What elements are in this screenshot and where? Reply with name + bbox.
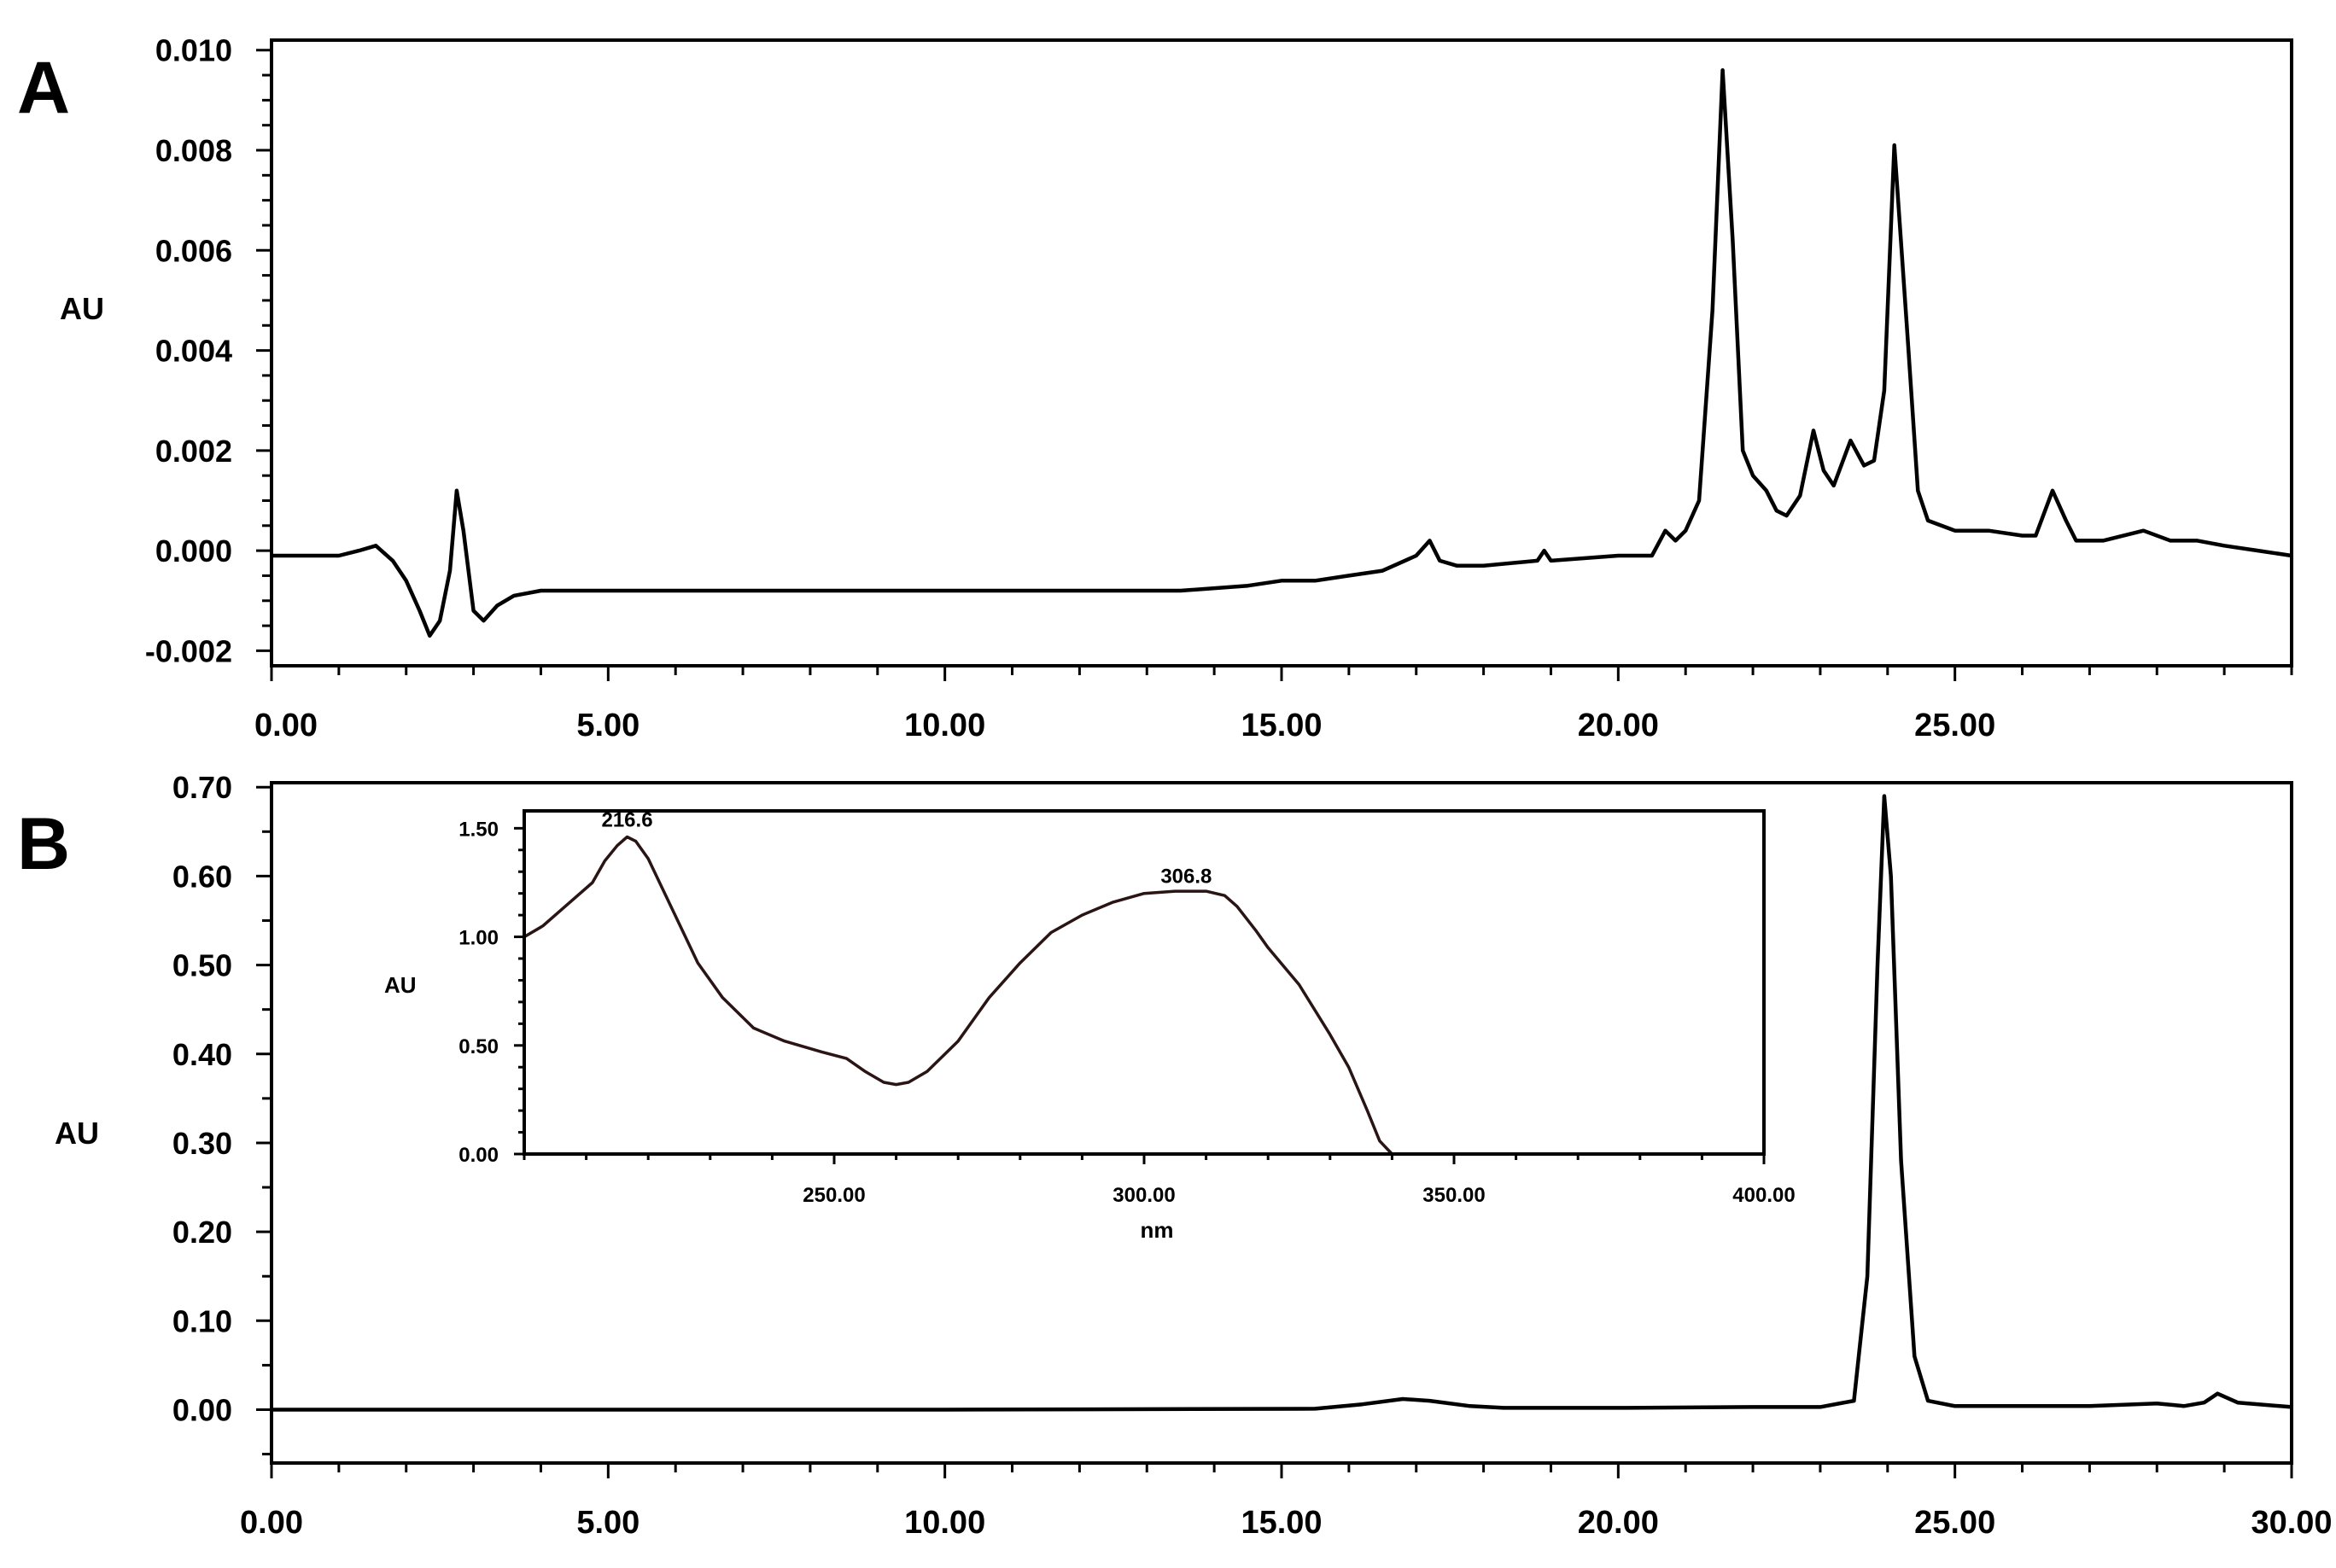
y-tick-label: 0.40 <box>172 1037 232 1072</box>
y-tick-label: 0.60 <box>172 859 232 894</box>
x-tick-label: 250.00 <box>803 1184 865 1207</box>
inset-x-tick-labels: 250.00 300.00 350.00 400.00 <box>803 1184 1795 1207</box>
uv-spectrum-inset: AU nm 0.00 0.50 1.00 1.50 250.00 300.00 350.0… <box>384 809 1796 1243</box>
y-tick-label: 1.00 <box>458 927 499 950</box>
x-tick-label: 400.00 <box>1732 1184 1795 1207</box>
panel-b-x-tick-labels: 0.00 5.00 10.00 15.00 20.00 25.00 30.00 <box>240 1505 2333 1541</box>
y-tick-label: 0.002 <box>155 434 232 469</box>
y-tick-label: 0.50 <box>458 1035 499 1058</box>
x-tick-label: 25.00 <box>1914 1505 1995 1541</box>
y-tick-label: 0.30 <box>172 1126 232 1161</box>
y-tick-label: 0.008 <box>155 133 232 168</box>
x-tick-label: 15.00 <box>1241 1505 1322 1541</box>
panel-b-y-axis-title: AU <box>55 1116 99 1151</box>
panel-b-y-tick-labels: 0.00 0.10 0.20 0.30 0.40 0.50 0.60 0.70 <box>172 770 232 1427</box>
y-tick-label: 0.006 <box>155 233 232 268</box>
y-tick-label: 0.004 <box>155 334 232 369</box>
x-tick-label: 350.00 <box>1422 1184 1485 1207</box>
panel-a-y-tick-labels: -0.002 0.000 0.002 0.004 0.006 0.008 0.010 <box>145 33 232 669</box>
x-tick-label: 15.00 <box>1241 708 1322 743</box>
y-tick-label: 0.010 <box>155 33 232 68</box>
peak-wavelength-label: 306.8 <box>1160 866 1212 889</box>
x-tick-label: 20.00 <box>1578 708 1659 743</box>
inset-peak-annotations: 216.6 306.8 <box>601 809 1212 889</box>
panel-a-trace <box>272 67 2292 638</box>
x-tick-label: 5.00 <box>576 708 639 743</box>
panel-a-axis-ticks <box>256 49 2293 681</box>
panel-b-plot-frame <box>270 781 2293 1465</box>
inset-spectrum-trace <box>523 835 1764 1156</box>
x-tick-label: 20.00 <box>1578 1505 1659 1541</box>
y-tick-label: -0.002 <box>145 633 232 668</box>
x-tick-label: 0.00 <box>240 1505 303 1541</box>
panel-a-x-tick-labels: 0.00 5.00 10.00 15.00 20.00 25.00 <box>254 708 1995 743</box>
x-tick-label: 5.00 <box>576 1505 639 1541</box>
y-tick-label: 0.50 <box>172 948 232 983</box>
y-tick-label: 0.00 <box>172 1392 232 1427</box>
x-tick-label: 0.00 <box>254 708 318 743</box>
inset-x-axis-title: nm <box>1141 1217 1174 1243</box>
panel-a-y-axis-title: AU <box>60 291 104 326</box>
y-tick-label: 0.20 <box>172 1215 232 1250</box>
x-tick-label: 30.00 <box>2251 1505 2332 1541</box>
x-tick-label: 300.00 <box>1113 1184 1175 1207</box>
x-tick-label: 10.00 <box>904 1505 985 1541</box>
inset-y-tick-labels: 0.00 0.50 1.00 1.50 <box>458 818 499 1167</box>
peak-wavelength-label: 216.6 <box>601 809 652 832</box>
panel-b-letter: B <box>17 803 70 885</box>
inset-plot-frame <box>523 809 1766 1156</box>
panel-a-letter: A <box>17 47 70 129</box>
y-tick-label: 0.00 <box>458 1144 499 1167</box>
y-tick-label: 0.70 <box>172 770 232 805</box>
x-tick-label: 10.00 <box>904 708 985 743</box>
y-tick-label: 0.10 <box>172 1303 232 1338</box>
y-tick-label: 1.50 <box>458 818 499 841</box>
y-tick-label: 0.000 <box>155 533 232 568</box>
inset-y-axis-title: AU <box>384 972 417 998</box>
panel-b-chart: B AU 0.00 0.10 0.20 0.30 0.40 0.50 0.60 0.70 0.… <box>17 770 2333 1541</box>
panel-a-chart: A AU -0.002 0.000 0.002 0.004 0.006 0.008 0.01… <box>17 33 2293 743</box>
x-tick-label: 25.00 <box>1914 708 1995 743</box>
panel-b-trace <box>272 794 2292 1412</box>
panel-a-plot-frame <box>270 38 2293 667</box>
